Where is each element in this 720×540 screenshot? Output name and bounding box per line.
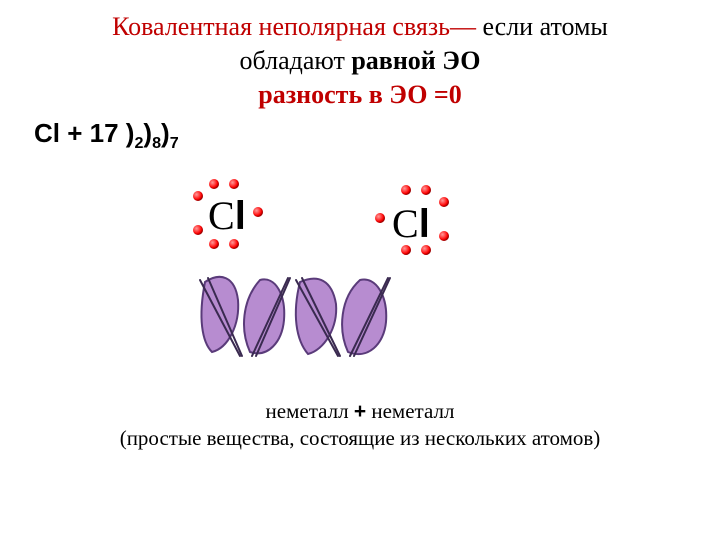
title-red-1: Ковалентная неполярная связь— bbox=[112, 12, 476, 41]
electron-dot bbox=[193, 225, 203, 235]
title-black-2b: равной ЭО bbox=[351, 46, 480, 75]
formula-sub2: 8 bbox=[152, 134, 161, 152]
footer-a: неметалл bbox=[266, 399, 354, 423]
electron-dot bbox=[209, 179, 219, 189]
title-black-2a: обладают bbox=[240, 46, 352, 75]
bond-wave-icon bbox=[190, 270, 440, 365]
electron-config-formula: Cl + 17 )2)8)7 bbox=[34, 118, 179, 153]
title-red-3: разность в ЭО =0 bbox=[258, 80, 461, 109]
electron-dot bbox=[439, 197, 449, 207]
slide: Ковалентная неполярная связь— если атомы… bbox=[0, 0, 720, 540]
formula-sub3: 7 bbox=[170, 134, 179, 152]
footer-text: неметалл + неметалл (простые вещества, с… bbox=[0, 398, 720, 452]
atom-left-C: C bbox=[208, 193, 235, 238]
electron-dot bbox=[439, 231, 449, 241]
atom-left-l: l bbox=[235, 194, 246, 238]
electron-dot bbox=[401, 245, 411, 255]
atom-left-label: Cl bbox=[208, 192, 246, 239]
atom-right-l: l bbox=[419, 202, 430, 246]
footer-plus: + bbox=[354, 400, 366, 423]
electron-dot bbox=[421, 245, 431, 255]
electron-dot bbox=[421, 185, 431, 195]
title-line-2: обладают равной ЭО bbox=[0, 44, 720, 78]
electron-dot bbox=[253, 207, 263, 217]
formula-mid2: ) bbox=[161, 118, 170, 148]
title-block: Ковалентная неполярная связь— если атомы… bbox=[0, 10, 720, 111]
footer-line-2: (простые вещества, состоящие из нескольк… bbox=[0, 425, 720, 451]
title-black-1: если атомы bbox=[476, 12, 608, 41]
electron-dot bbox=[229, 179, 239, 189]
atom-right-C: C bbox=[392, 201, 419, 246]
footer-line-1: неметалл + неметалл bbox=[0, 398, 720, 425]
title-line-3: разность в ЭО =0 bbox=[0, 78, 720, 112]
electron-dot bbox=[193, 191, 203, 201]
formula-mid: ) bbox=[143, 118, 152, 148]
footer-b: неметалл bbox=[366, 399, 454, 423]
atom-right-label: Cl bbox=[392, 200, 430, 247]
electron-dot bbox=[401, 185, 411, 195]
ribbon-shape bbox=[244, 279, 284, 353]
electron-dot bbox=[375, 213, 385, 223]
title-line-1: Ковалентная неполярная связь— если атомы bbox=[0, 10, 720, 44]
formula-pre: Cl + 17 ) bbox=[34, 118, 134, 148]
ribbon-shape bbox=[342, 279, 386, 354]
electron-dot bbox=[209, 239, 219, 249]
electron-dot bbox=[229, 239, 239, 249]
